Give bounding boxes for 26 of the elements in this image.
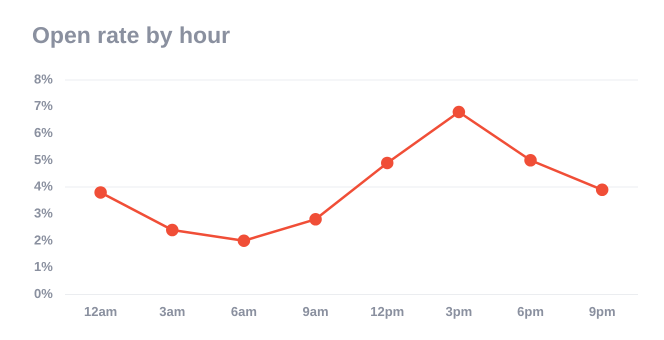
point bbox=[380, 156, 394, 170]
x-tick-label: 3am bbox=[159, 304, 186, 319]
x-tick-label: 3pm bbox=[446, 304, 472, 319]
y-tick-label: 2% bbox=[34, 232, 54, 248]
x-tick-label: 9am bbox=[302, 304, 329, 319]
x-tick-label: 12am bbox=[84, 304, 118, 319]
y-tick-label: 3% bbox=[34, 206, 54, 221]
point bbox=[238, 234, 250, 247]
point bbox=[596, 184, 608, 196]
chart-title: Open rate by hour bbox=[32, 22, 230, 49]
y-tick-label: 7% bbox=[34, 98, 54, 114]
x-tick-label: 9pm bbox=[588, 304, 616, 319]
point bbox=[524, 154, 537, 167]
y-tick-label: 1% bbox=[34, 259, 54, 274]
y-tick-label: 4% bbox=[34, 178, 54, 194]
y-tick-label: 5% bbox=[34, 152, 54, 167]
x-tick-label: 12pm bbox=[370, 304, 404, 319]
y-tick-label: 6% bbox=[34, 125, 54, 140]
point bbox=[309, 213, 322, 226]
y-tick-label: 0% bbox=[34, 286, 54, 301]
point bbox=[166, 224, 179, 236]
x-tick-label: 6pm bbox=[517, 304, 544, 319]
y-tick-label: 8% bbox=[34, 71, 54, 86]
point bbox=[94, 186, 107, 199]
x-tick-label: 6am bbox=[230, 304, 257, 319]
point bbox=[452, 106, 466, 118]
